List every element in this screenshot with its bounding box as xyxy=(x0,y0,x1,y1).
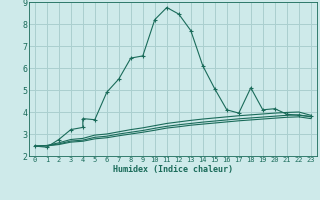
X-axis label: Humidex (Indice chaleur): Humidex (Indice chaleur) xyxy=(113,165,233,174)
